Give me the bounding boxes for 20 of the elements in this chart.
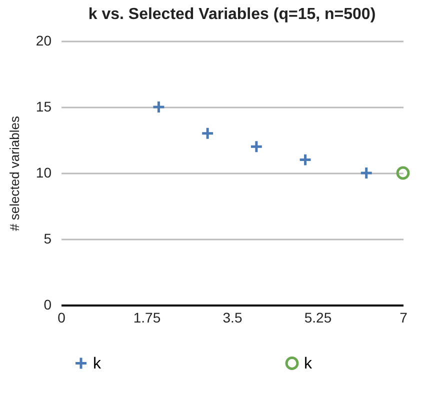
point (298, 153, 312, 167)
point (360, 166, 374, 180)
y-tick-label: 0 (44, 296, 52, 312)
x-tick-label: 3.5 (222, 310, 242, 326)
y-tick-label: 10 (36, 164, 52, 180)
legend-label: k (304, 355, 313, 372)
point (396, 166, 410, 180)
x-tick-label: 0 (58, 310, 66, 326)
x-tick-label: 5.25 (304, 310, 332, 326)
point (250, 140, 264, 154)
y-tick-label: 5 (44, 230, 52, 246)
point (152, 100, 166, 114)
y-tick-label: 15 (36, 98, 52, 114)
x-tick-label: 7 (400, 310, 408, 326)
y-tick-label: 20 (36, 32, 52, 48)
x-tick-label: 1.75 (133, 310, 161, 326)
chart-title: k vs. Selected Variables (q=15, n=500) (88, 6, 376, 23)
y-axis-title: # selected variables (6, 116, 22, 231)
legend-label: k (93, 355, 102, 372)
point (200, 126, 214, 140)
